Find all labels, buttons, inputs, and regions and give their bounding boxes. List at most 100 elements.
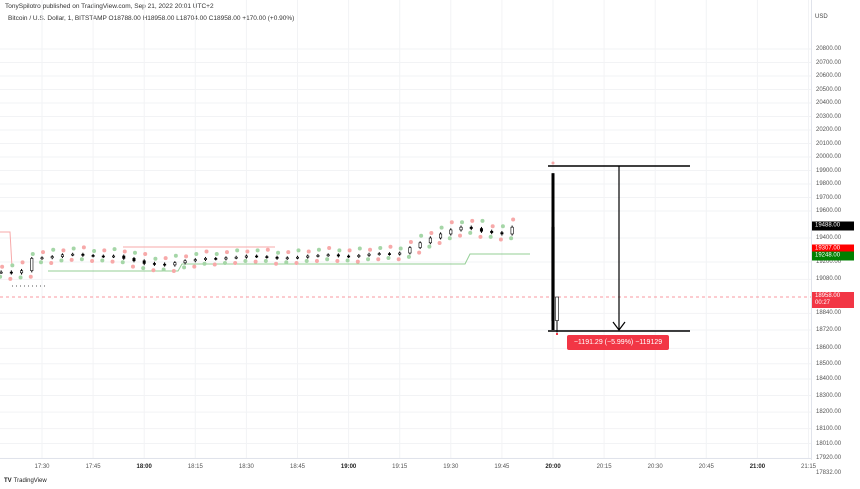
indicator-dot bbox=[132, 250, 137, 255]
candle-body bbox=[265, 256, 269, 258]
price-label: 19700.00 bbox=[816, 194, 842, 201]
price-label: 17920.00 bbox=[816, 455, 842, 462]
indicator-dot bbox=[327, 245, 332, 250]
candle-body bbox=[9, 271, 13, 274]
indicator-dot bbox=[286, 250, 291, 255]
time-label: 21:15 bbox=[800, 464, 817, 470]
indicator-dot bbox=[79, 257, 84, 262]
indicator-dot bbox=[255, 248, 260, 253]
time-label: 18:00 bbox=[136, 464, 152, 470]
candle-body bbox=[428, 237, 432, 244]
indicator-dot bbox=[337, 248, 342, 253]
indicator-dot bbox=[347, 248, 352, 253]
arrow-down-icon bbox=[612, 321, 626, 331]
indicator-dot bbox=[419, 233, 424, 238]
indicator-dot bbox=[345, 258, 350, 263]
price-badge: 19307.00 bbox=[812, 244, 854, 254]
price-badge: 19488.00 bbox=[812, 221, 854, 231]
price-badge: 19248.00 bbox=[812, 251, 854, 261]
indicator-dot bbox=[366, 257, 371, 262]
candle-body bbox=[71, 253, 75, 256]
indicator-dot bbox=[30, 251, 35, 256]
price-label: 20700.00 bbox=[816, 59, 842, 66]
price-label: 17832.00 bbox=[816, 470, 842, 476]
time-label: 20:30 bbox=[647, 464, 663, 470]
indicator-dot bbox=[304, 259, 309, 264]
candle-body bbox=[101, 255, 105, 258]
indicator-dot bbox=[488, 234, 493, 239]
indicator-dot bbox=[551, 161, 555, 165]
price-label: 20300.00 bbox=[816, 113, 842, 120]
indicator-dot bbox=[427, 244, 432, 249]
indicator-dot bbox=[398, 246, 403, 251]
candle-body bbox=[224, 257, 228, 260]
indicator-dot bbox=[296, 248, 301, 253]
indicator-dot bbox=[153, 256, 158, 261]
price-label: 20100.00 bbox=[816, 140, 842, 147]
price-label: 20000.00 bbox=[816, 154, 842, 160]
indicator-dot bbox=[102, 248, 107, 253]
candle-body bbox=[295, 256, 299, 259]
candle-body bbox=[204, 258, 208, 260]
candle-body bbox=[234, 256, 238, 259]
candle-body bbox=[367, 253, 371, 256]
currency-label: USD bbox=[815, 14, 828, 20]
candle-body bbox=[469, 226, 473, 229]
indicator-dot bbox=[20, 260, 25, 265]
price-badge: 18958.00 00:27 bbox=[812, 292, 854, 308]
candle-body bbox=[439, 233, 443, 239]
candle-body bbox=[387, 253, 391, 255]
price-label: 18200.00 bbox=[816, 409, 842, 416]
price-chart[interactable] bbox=[0, 0, 811, 458]
indicator-red-line bbox=[0, 231, 13, 268]
tv-logo-icon: TV bbox=[4, 478, 12, 484]
price-axis[interactable] bbox=[811, 0, 860, 460]
indicator-dot bbox=[396, 257, 401, 262]
price-label: 18400.00 bbox=[816, 376, 842, 382]
indicator-dot bbox=[498, 237, 503, 242]
time-label: 20:45 bbox=[698, 464, 714, 470]
candle-body bbox=[152, 263, 156, 265]
time-label: 20:00 bbox=[545, 464, 561, 470]
indicator-dot bbox=[49, 261, 54, 266]
indicator-dot bbox=[470, 218, 475, 223]
time-label: 18:15 bbox=[187, 464, 203, 470]
candle-body bbox=[449, 229, 453, 235]
candle-body bbox=[316, 255, 320, 257]
indicator-dot bbox=[212, 262, 217, 267]
price-label: 18500.00 bbox=[816, 360, 842, 367]
candle-body bbox=[112, 255, 116, 258]
indicator-dot bbox=[204, 249, 209, 254]
price-label: 20600.00 bbox=[816, 73, 842, 79]
time-axis[interactable] bbox=[0, 458, 811, 476]
indicator-dot bbox=[141, 266, 146, 271]
candle-body bbox=[255, 255, 259, 258]
indicator-dot bbox=[357, 246, 362, 251]
indicator-dot bbox=[0, 264, 5, 269]
candle-body bbox=[500, 232, 504, 235]
time-label: 18:45 bbox=[289, 464, 306, 470]
indicator-dot bbox=[458, 233, 463, 238]
time-label: 18:30 bbox=[238, 464, 254, 470]
time-label: 19:15 bbox=[392, 464, 408, 470]
candle-body bbox=[142, 260, 146, 264]
indicator-dot bbox=[173, 253, 178, 258]
time-label: 17:30 bbox=[34, 464, 50, 470]
price-label: 20500.00 bbox=[816, 86, 842, 93]
indicator-dot bbox=[143, 251, 148, 256]
indicator-dot bbox=[355, 259, 360, 264]
price-label: 19600.00 bbox=[816, 208, 842, 214]
indicator-dot bbox=[184, 254, 189, 259]
indicator-dot bbox=[253, 259, 258, 264]
indicator-dot bbox=[263, 259, 268, 264]
indicator-dot bbox=[306, 249, 311, 254]
indicator-dot bbox=[222, 261, 227, 266]
price-label: 20400.00 bbox=[816, 100, 842, 106]
indicator-dot bbox=[59, 258, 64, 263]
candle-body bbox=[336, 254, 340, 257]
candle-body bbox=[30, 258, 34, 271]
price-label: 18300.00 bbox=[816, 392, 842, 399]
indicator-dot bbox=[110, 259, 115, 264]
indicator-dot bbox=[406, 254, 411, 259]
indicator-dot bbox=[376, 257, 381, 262]
